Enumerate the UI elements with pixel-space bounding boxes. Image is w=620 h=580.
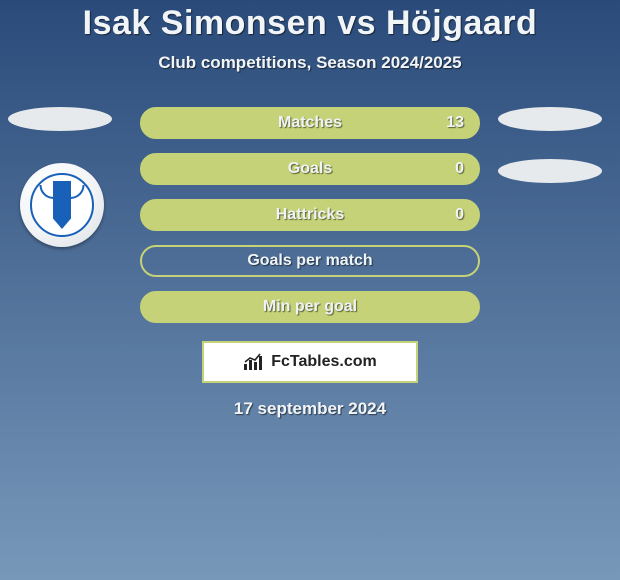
club-badge-icon [30, 173, 94, 237]
stat-label: Goals [288, 160, 332, 178]
page-title: Isak Simonsen vs Höjgaard [0, 4, 620, 43]
stats-area: Matches 13 Goals 0 Hattricks 0 Goals per match… [0, 107, 620, 323]
date-text: 17 september 2024 [0, 399, 620, 419]
brand-box: FcTables.com [202, 341, 418, 383]
stat-pill-min-per-goal: Min per goal [140, 291, 480, 323]
club-badge [20, 163, 104, 247]
player-slot-ellipse [498, 107, 602, 131]
brand-chart-icon [243, 353, 265, 371]
stat-pill-hattricks: Hattricks 0 [140, 199, 480, 231]
player-slot-ellipse [498, 159, 602, 183]
brand-text: FcTables.com [271, 353, 377, 371]
stat-pill-goals-per-match: Goals per match [140, 245, 480, 277]
comparison-card: Isak Simonsen vs Höjgaard Club competiti… [0, 0, 620, 580]
stat-label: Min per goal [263, 298, 357, 316]
stat-value: 0 [455, 160, 464, 178]
stat-value: 0 [455, 206, 464, 224]
subtitle: Club competitions, Season 2024/2025 [0, 53, 620, 73]
stat-pill-matches: Matches 13 [140, 107, 480, 139]
stat-label: Hattricks [276, 206, 344, 224]
stat-value: 13 [446, 114, 464, 132]
stat-pill-goals: Goals 0 [140, 153, 480, 185]
stat-label: Matches [278, 114, 342, 132]
stat-pill-stack: Matches 13 Goals 0 Hattricks 0 Goals per match… [140, 107, 480, 323]
stat-label: Goals per match [247, 252, 372, 270]
player-slot-ellipse [8, 107, 112, 131]
